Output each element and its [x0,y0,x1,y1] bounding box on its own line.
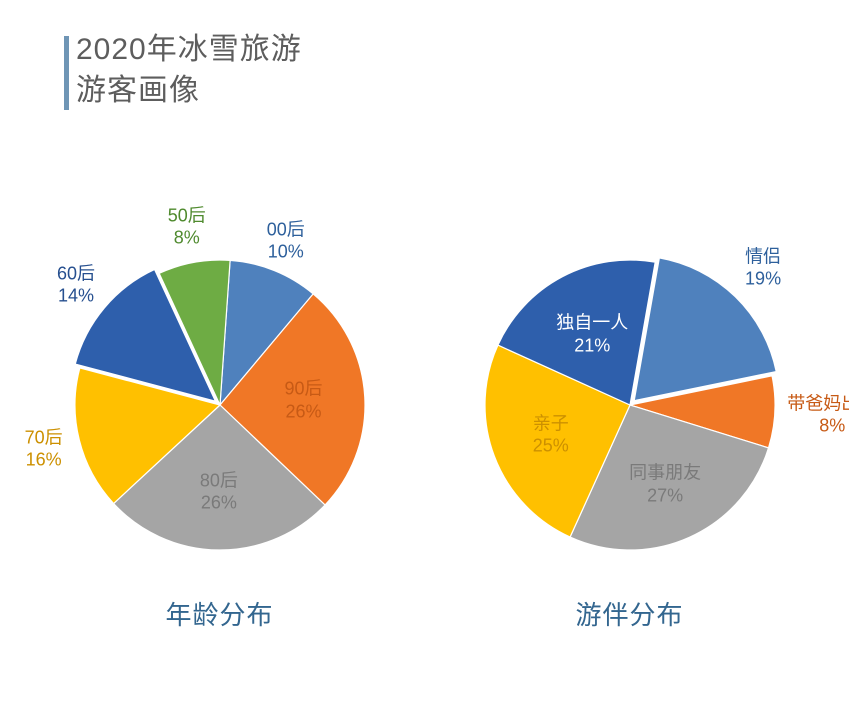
slice-label-pct: 8% [787,415,849,438]
slice-label-name: 50后 [168,204,206,227]
slice-label-pct: 25% [533,435,569,458]
age-pie: 00后10%90后26%80后26%70后16%60后14%50后8% [35,195,405,565]
title-line-2: 游客画像 [76,71,302,112]
slice-label-pct: 26% [200,492,238,515]
slice-label-name: 带爸妈出游 [787,392,849,415]
title-accent-bar [64,36,69,110]
slice-label-name: 60后 [57,262,95,285]
age-slice-label-3: 70后16% [25,426,63,471]
age-slice-label-5: 50后8% [168,204,206,249]
slice-label-name: 独自一人 [556,312,628,335]
companion-chart-caption: 游伴分布 [575,595,683,632]
slice-label-name: 同事朋友 [629,462,701,485]
slice-label-pct: 19% [745,268,781,291]
page-title-block: 2020年冰雪旅游 游客画像 [76,30,302,111]
slice-label-pct: 26% [284,400,322,423]
slice-label-pct: 8% [168,227,206,250]
age-slice-label-4: 60后14% [57,262,95,307]
age-chart: 00后10%90后26%80后26%70后16%60后14%50后8% 年龄分布 [35,195,405,632]
slice-label-name: 90后 [284,378,322,401]
companion-slice-label-2: 同事朋友27% [629,462,701,507]
slice-label-name: 80后 [200,469,238,492]
slice-label-pct: 10% [267,241,305,264]
slice-label-name: 00后 [267,218,305,241]
companion-slice-label-3: 亲子25% [533,412,569,457]
slice-label-pct: 27% [629,484,701,507]
companion-pie: 情侣19%带爸妈出游8%同事朋友27%亲子25%独自一人21% [445,195,815,565]
companion-chart: 情侣19%带爸妈出游8%同事朋友27%亲子25%独自一人21% 游伴分布 [445,195,815,632]
slice-label-name: 70后 [25,426,63,449]
title-line-1: 2020年冰雪旅游 [76,30,302,71]
slice-label-name: 情侣 [745,245,781,268]
slice-label-pct: 16% [25,449,63,472]
age-slice-label-1: 90后26% [284,378,322,423]
companion-slice-label-4: 独自一人21% [556,312,628,357]
companion-slice-label-1: 带爸妈出游8% [787,392,849,437]
age-slice-label-0: 00后10% [267,218,305,263]
companion-slice-label-0: 情侣19% [745,245,781,290]
age-slice-label-2: 80后26% [200,469,238,514]
slice-label-pct: 21% [556,334,628,357]
age-chart-caption: 年龄分布 [165,595,273,632]
slice-label-pct: 14% [57,285,95,308]
slice-label-name: 亲子 [533,412,569,435]
charts-row: 00后10%90后26%80后26%70后16%60后14%50后8% 年龄分布… [0,195,849,632]
